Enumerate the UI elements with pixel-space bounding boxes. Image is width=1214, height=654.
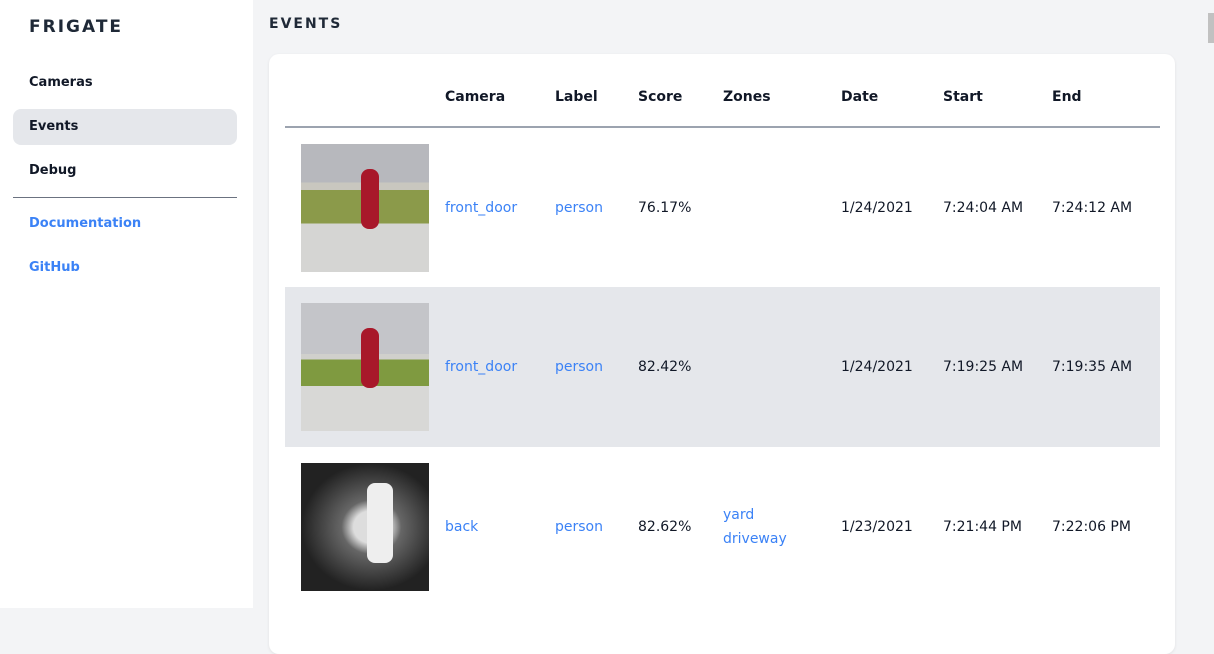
events-table: Camera Label Score Zones Date Start End …: [285, 54, 1160, 607]
camera-link[interactable]: front_door: [445, 199, 518, 216]
scrollbar[interactable]: [1200, 0, 1214, 608]
start-time: 7:21:44 PM: [943, 519, 1022, 535]
table-row[interactable]: front_door person 76.17% 1/24/2021 7:24:…: [285, 127, 1160, 287]
header-end: End: [1052, 54, 1160, 128]
date: 1/24/2021: [841, 287, 943, 447]
start-time: 7:24:04 AM: [943, 199, 1024, 216]
table-header-row: Camera Label Score Zones Date Start End: [285, 54, 1160, 128]
event-thumbnail[interactable]: [301, 303, 429, 431]
table-row[interactable]: front_door person 82.42% 1/24/2021 7:19:…: [285, 287, 1160, 447]
score: 82.62%: [638, 519, 692, 535]
sidebar-divider: [13, 197, 237, 198]
zone-link[interactable]: yard: [723, 507, 755, 523]
header-camera: Camera: [445, 54, 555, 128]
score: 76.17%: [638, 199, 692, 216]
camera-link[interactable]: front_door: [445, 359, 518, 375]
date: 1/23/2021: [841, 519, 913, 535]
sidebar: FRIGATE Cameras Events Debug Documentati…: [0, 0, 253, 608]
zone-link[interactable]: driveway: [723, 531, 787, 547]
camera-link[interactable]: back: [445, 519, 479, 535]
brand-logo[interactable]: FRIGATE: [29, 17, 124, 37]
sidebar-link-github[interactable]: GitHub: [29, 260, 80, 275]
scrollbar-thumb[interactable]: [1208, 13, 1214, 43]
sidebar-item-events[interactable]: Events: [13, 109, 237, 145]
sidebar-item-debug[interactable]: Debug: [29, 163, 77, 178]
header-thumbnail: [285, 54, 445, 128]
start-time: 7:19:25 AM: [943, 287, 1052, 447]
label-link[interactable]: person: [555, 199, 603, 216]
events-card: Camera Label Score Zones Date Start End …: [269, 54, 1175, 654]
zones: [723, 127, 841, 287]
score: 82.42%: [638, 287, 723, 447]
label-link[interactable]: person: [555, 359, 603, 375]
header-date: Date: [841, 54, 943, 128]
zones: yard driveway: [723, 447, 841, 607]
end-time: 7:22:06 PM: [1052, 519, 1131, 535]
table-row[interactable]: back person 82.62% yard driveway 1/23/202…: [285, 447, 1160, 607]
end-time: 7:24:12 AM: [1052, 199, 1133, 216]
sidebar-item-cameras[interactable]: Cameras: [29, 75, 93, 90]
label-link[interactable]: person: [555, 519, 603, 535]
event-thumbnail[interactable]: [301, 143, 429, 272]
header-zones: Zones: [723, 54, 841, 128]
page-title: EVENTS: [269, 16, 343, 32]
sidebar-link-documentation[interactable]: Documentation: [29, 216, 142, 231]
event-thumbnail[interactable]: [301, 463, 429, 591]
end-time: 7:19:35 AM: [1052, 287, 1160, 447]
header-start: Start: [943, 54, 1052, 128]
zones: [723, 287, 841, 447]
header-label: Label: [555, 54, 638, 128]
date: 1/24/2021: [841, 199, 913, 216]
header-score: Score: [638, 54, 723, 128]
